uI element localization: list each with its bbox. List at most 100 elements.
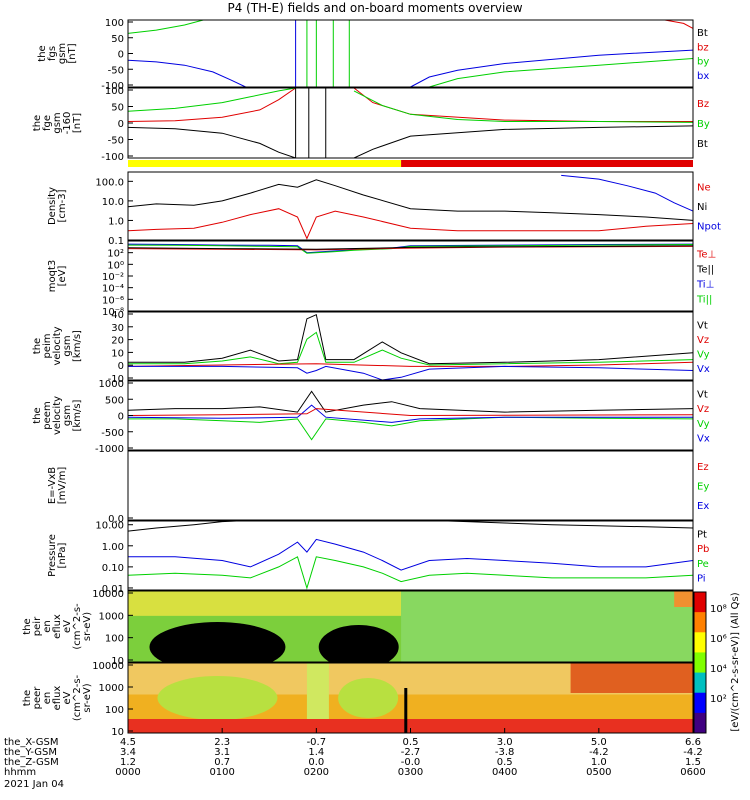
fgs-ytick-label: 0	[118, 50, 124, 61]
fge-status-bar-segment	[128, 160, 402, 167]
fgs-ytick-label: -100	[101, 81, 124, 92]
peim-ytick-label: 10	[111, 348, 124, 359]
peim-legend-vt: Vt	[697, 320, 708, 331]
density-legend-ne: Ne	[697, 183, 711, 194]
pressure-series-pt	[127, 519, 694, 532]
peem-legend-vx: Vx	[697, 434, 710, 445]
colorbar-segment	[694, 592, 706, 613]
pressure-legend-pt: Pt	[697, 529, 707, 540]
peir-ytick-label: 10000	[92, 589, 124, 600]
xaxis-row-label: the_X-GSM	[4, 737, 58, 748]
peer-ytick-label: 1000	[99, 683, 124, 694]
peim-legend-vz: Vz	[697, 335, 709, 346]
peim-ylabel: gsm	[62, 335, 73, 356]
efield-frame	[127, 450, 694, 521]
xaxis-value: 1.5	[685, 757, 701, 768]
peem-ytick-label: 0	[118, 412, 124, 423]
fgs-series-by	[127, 19, 232, 34]
peim-ylabel: the	[32, 338, 43, 354]
xaxis-value: 4.5	[120, 737, 136, 748]
peim-ytick-label: 40	[111, 310, 124, 321]
moqt3-ytick-label: 10⁻⁶	[102, 295, 124, 306]
xaxis-value: 0200	[304, 767, 329, 778]
fgs-legend-bt: Bt	[697, 28, 708, 39]
moqt3-legend-te: Te⊥	[696, 250, 716, 261]
fge-ylabel: fge	[42, 115, 53, 131]
peir-frame	[127, 590, 694, 663]
fgs-ytick-label: -50	[108, 65, 124, 76]
fgs-ylabel: [nT]	[67, 43, 78, 63]
xaxis-value: 0100	[209, 767, 234, 778]
density-series-ne	[127, 208, 694, 240]
peir-ytick-label: 1000	[99, 611, 124, 622]
peer-ytick-label: 10	[111, 727, 124, 738]
xaxis-value: -2.7	[401, 747, 421, 758]
peir-low-flux-region	[149, 622, 286, 672]
peir-ylabel: eflux	[52, 614, 63, 639]
pressure-ylabel: [nPa]	[57, 542, 68, 568]
fge-ylabel: [nT]	[72, 113, 83, 133]
efield-ylabel: [mV/m]	[57, 467, 68, 505]
peem-ytick-label: 500	[105, 395, 124, 406]
density-series-npot	[561, 174, 694, 212]
peem-series-vt	[127, 390, 694, 413]
fgs-frame	[127, 19, 694, 88]
moqt3-series-te	[127, 245, 694, 250]
moqt3-series-ti	[127, 244, 694, 254]
xaxis-value: -0.7	[307, 737, 327, 748]
peem-ylabel: [km/s]	[72, 399, 83, 431]
density-series-ni	[127, 179, 694, 221]
moqt3-legend-ti: Ti||	[696, 295, 712, 306]
pressure-frame	[127, 520, 694, 591]
xaxis-value: -4.2	[589, 747, 609, 758]
xaxis-date: 2021 Jan 04	[4, 779, 64, 790]
colorbar-tick-label: 10⁸	[710, 604, 727, 615]
efield-ylabel: E=-VxB	[47, 467, 58, 504]
xaxis-value: 0400	[492, 767, 517, 778]
peem-ylabel: the	[32, 407, 43, 423]
peir-ylabel: the	[22, 618, 33, 634]
fgs-series-bx	[410, 49, 694, 88]
colorbar-segment	[694, 672, 706, 694]
xaxis-value: 0600	[680, 767, 705, 778]
efield-legend-ey: Ey	[697, 482, 709, 493]
peem-ylabel: peem	[42, 401, 53, 429]
density-ylabel: [cm-3]	[57, 189, 68, 222]
efield-legend-ez: Ez	[697, 462, 709, 473]
moqt3-ytick-label: 10⁻²	[102, 272, 124, 283]
efield-legend-ex: Ex	[697, 501, 709, 512]
fge-ylabel: gsm	[52, 112, 63, 133]
density-frame	[127, 171, 694, 241]
xaxis-value: 5.0	[591, 737, 607, 748]
pressure-legend-pe: Pe	[697, 559, 709, 570]
peim-series-vy	[128, 331, 694, 366]
colorbar-segment	[694, 692, 706, 714]
peim-ylabel: peim	[42, 333, 53, 358]
fgs-legend-bz: bz	[697, 42, 709, 53]
peir-ytick-label: 10	[111, 656, 124, 667]
efield-ytick-label: 0.0	[108, 514, 124, 525]
density-ytick-label: 0.1	[108, 236, 124, 247]
fgs-series-bz	[664, 19, 694, 29]
fge-series-bt	[127, 125, 694, 159]
fge-ylabel: the	[32, 115, 43, 131]
peim-series-vx	[128, 365, 694, 381]
moqt3-ytick-label: 10⁻⁴	[102, 284, 124, 295]
peir-high-energy-edge	[674, 591, 693, 607]
peim-ylabel: [km/s]	[72, 330, 83, 362]
fge-legend-bt: Bt	[697, 139, 708, 150]
peer-mid-flux	[157, 676, 278, 720]
xaxis-row-label: the_Y-GSM	[4, 747, 57, 758]
peem-ytick-label: 1000	[99, 379, 124, 390]
peer-ylabel: eV	[62, 691, 73, 704]
fge-status-bar-segment	[401, 160, 693, 167]
xaxis-value: -0.0	[401, 757, 421, 768]
peim-series-vz	[127, 361, 694, 367]
peer-ylabel: peer	[32, 686, 43, 710]
fge-ylabel: -160	[62, 112, 73, 135]
pressure-series-pi	[128, 538, 694, 571]
colorbar-segment	[694, 652, 706, 674]
peir-after-region	[401, 591, 693, 662]
peer-ytick-label: 10000	[92, 661, 124, 672]
peir-ylabel: peir	[32, 616, 43, 636]
